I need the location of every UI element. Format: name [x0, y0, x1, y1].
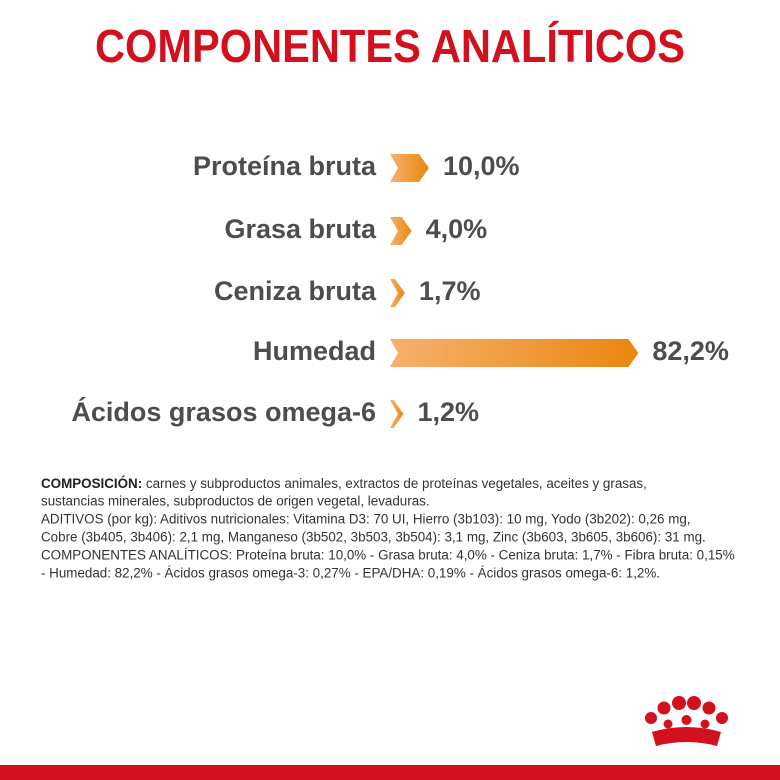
- value-label: 1,2%: [417, 397, 479, 427]
- composition-line: sustancias minerales, subproductos de or…: [41, 494, 430, 509]
- composition-text: carnes y subproductos animales, extracto…: [142, 476, 647, 491]
- category-label: Ceniza bruta: [214, 276, 377, 306]
- value-label: 4,0%: [426, 214, 488, 244]
- chart-title: COMPONENTES ANALÍTICOS: [95, 20, 685, 72]
- value-label: 1,7%: [419, 276, 481, 306]
- bar: [390, 217, 412, 245]
- footer-band: [0, 765, 780, 780]
- composition-line: Cobre (3b405, 3b406): 2,1 mg, Manganeso …: [41, 530, 706, 545]
- category-label: Proteína bruta: [193, 151, 377, 181]
- composition-heading: COMPOSICIÓN:: [41, 476, 142, 491]
- composition-line: COMPONENTES ANALÍTICOS: Proteína bruta: …: [41, 548, 735, 563]
- bar: [390, 279, 405, 307]
- category-label: Ácidos grasos omega-6: [71, 396, 376, 427]
- value-label: 10,0%: [443, 151, 520, 181]
- bar: [390, 400, 404, 428]
- bar: [390, 154, 429, 182]
- brand-logo: [645, 696, 728, 746]
- composition-line: COMPOSICIÓN: carnes y subproductos anima…: [41, 476, 647, 491]
- composition-line: - Humedad: 82,2% - Ácidos grasos omega-3…: [41, 566, 660, 581]
- category-label: Grasa bruta: [224, 214, 377, 244]
- value-label: 82,2%: [652, 336, 729, 366]
- composition-line: ADITIVOS (por kg): Aditivos nutricionale…: [41, 512, 691, 527]
- bar: [390, 339, 639, 367]
- category-label: Humedad: [253, 336, 376, 366]
- composition: COMPOSICIÓN: carnes y subproductos anima…: [41, 476, 735, 581]
